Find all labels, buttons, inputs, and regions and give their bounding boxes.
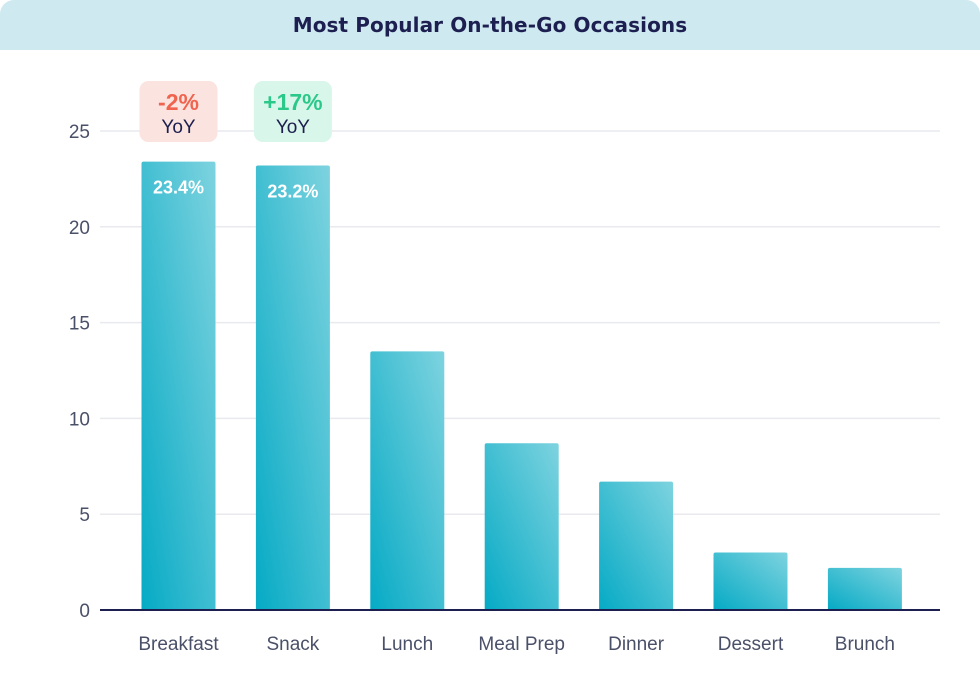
bar-value-label: 23.2% (267, 181, 318, 201)
x-tick-label: Snack (266, 634, 319, 655)
x-tick-label: Brunch (835, 634, 895, 655)
y-tick-label: 0 (79, 601, 90, 622)
yoy-change-value: -2% (158, 89, 199, 115)
yoy-badge (139, 81, 218, 142)
x-tick-label: Dessert (718, 634, 784, 655)
yoy-change-value: +17% (263, 89, 322, 115)
yoy-annotations: -2%YoY+17%YoY (139, 81, 332, 142)
bar (827, 567, 902, 610)
x-tick-label: Meal Prep (478, 634, 565, 655)
x-tick-label: Breakfast (138, 634, 219, 655)
yoy-label: YoY (276, 117, 310, 138)
bars: 23.4% 23.2% (141, 161, 902, 610)
bar (255, 165, 330, 610)
chart-title: Most Popular On-the-Go Occasions (292, 13, 688, 37)
y-tick-label: 20 (69, 218, 90, 239)
title-bar: Most Popular On-the-Go Occasions (0, 0, 980, 50)
bar (370, 351, 445, 610)
y-tick-label: 10 (69, 409, 90, 430)
bar (141, 161, 216, 610)
x-tick-label: Lunch (381, 634, 433, 655)
axes: 0 5 10 15 20 25 Breakfast Snack Lunch Meal Prep Di… (69, 122, 940, 655)
bar (484, 443, 559, 610)
y-tick-label: 15 (69, 314, 90, 335)
x-tick-label: Dinner (608, 634, 665, 655)
y-tick-label: 5 (79, 505, 90, 526)
bar (599, 481, 674, 610)
y-tick-label: 25 (69, 122, 90, 143)
yoy-label: YoY (161, 117, 195, 138)
bar-value-label: 23.4% (153, 178, 204, 198)
bar (713, 552, 788, 610)
yoy-badge (253, 81, 332, 142)
